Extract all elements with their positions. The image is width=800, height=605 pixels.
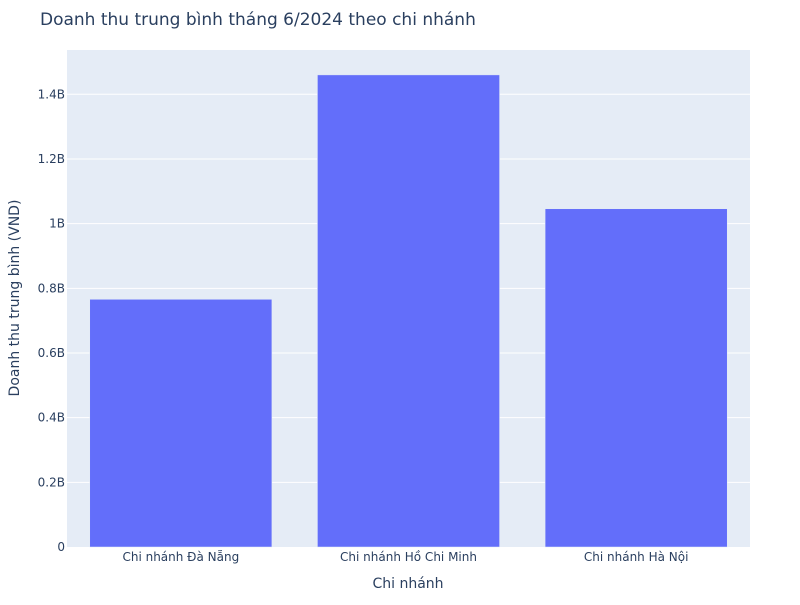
bar: [317, 74, 500, 548]
x-tick-label: Chi nhánh Hà Nội: [584, 550, 689, 564]
x-tick-label: Chi nhánh Đà Nẵng: [122, 550, 239, 564]
y-tick-label: 0: [57, 540, 65, 554]
y-axis-ticks: 0 0.2B 0.4B 0.6B 0.8B 1B 1.2B 1.4B: [38, 87, 65, 554]
y-tick-label: 0.8B: [38, 281, 65, 295]
y-tick-label: 0.4B: [38, 411, 65, 425]
y-tick-label: 0.2B: [38, 475, 65, 489]
y-tick-label: 1.4B: [38, 87, 65, 101]
chart-title: Doanh thu trung bình tháng 6/2024 theo c…: [40, 10, 476, 30]
y-tick-label: 0.6B: [38, 346, 65, 360]
x-axis-title: Chi nhánh: [372, 576, 443, 592]
bar: [544, 208, 728, 548]
x-tick-label: Chi nhánh Hồ Chi Minh: [340, 550, 477, 564]
bar: [89, 299, 273, 548]
x-axis-ticks: Chi nhánh Đà Nẵng Chi nhánh Hồ Chi Minh Ch…: [122, 550, 688, 564]
y-tick-label: 1B: [49, 217, 65, 231]
bars: [89, 74, 728, 548]
y-tick-label: 1.2B: [38, 152, 65, 166]
y-axis-title: Doanh thu trung bình (VND): [7, 200, 23, 397]
